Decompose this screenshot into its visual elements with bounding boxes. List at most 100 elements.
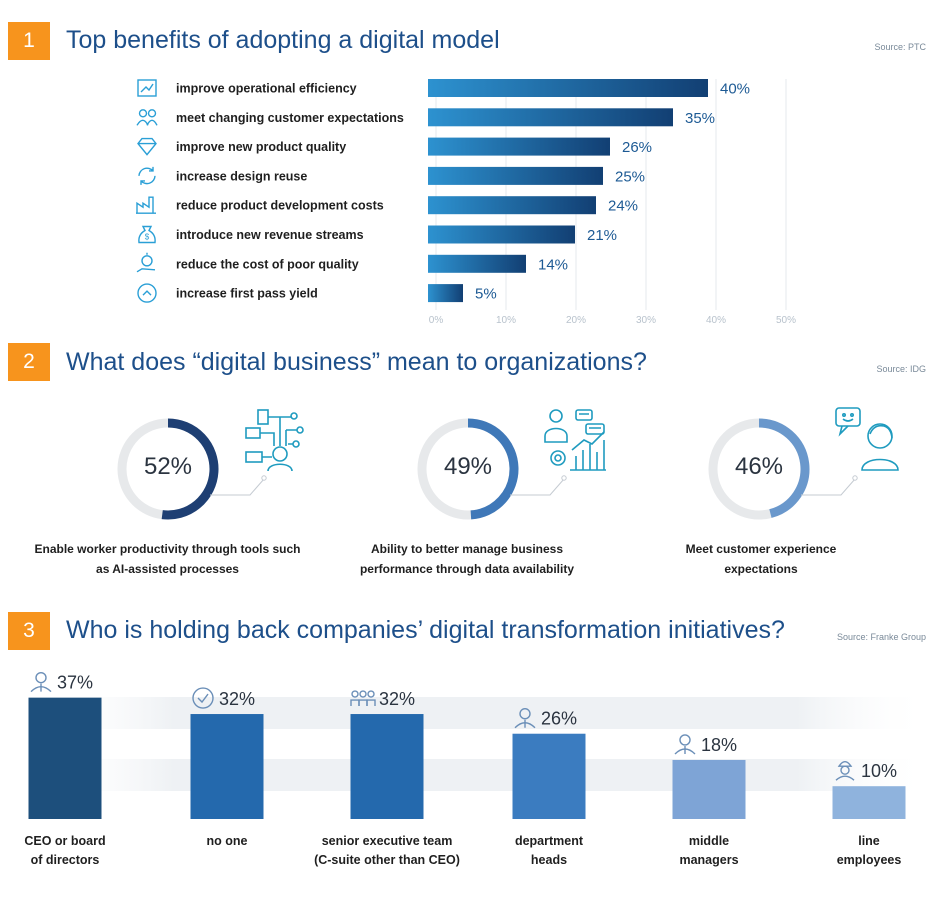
category-label: reduce the cost of poor quality: [176, 257, 359, 271]
section-3-title: Who is holding back companies’ digital t…: [66, 616, 785, 644]
x-tick-label: 20%: [566, 315, 586, 326]
bar: [190, 714, 264, 819]
bar: [350, 714, 424, 819]
diamond-icon: [137, 137, 157, 156]
people-icon: [136, 109, 158, 126]
category-label: CEO or board: [24, 834, 105, 848]
section-1-title: Top benefits of adopting a digital model: [66, 26, 500, 54]
bar: [832, 786, 906, 819]
chart-icon: [137, 79, 157, 97]
donut-3-caption: Meet customer experience expectations: [685, 542, 837, 576]
bar: [428, 254, 526, 273]
category-label: senior executive team: [322, 834, 453, 848]
category-label: reduce product development costs: [176, 199, 384, 213]
value-label: 32%: [219, 689, 255, 709]
hand-coin-icon: [136, 252, 156, 273]
digital-business-donuts: [117, 418, 858, 520]
x-tick-label: 0%: [429, 315, 444, 326]
value-label: 5%: [475, 286, 497, 303]
category-label: increase first pass yield: [176, 287, 318, 301]
value-label: 10%: [861, 761, 897, 781]
money-bag-icon: $: [138, 225, 156, 244]
donut-1-value: 52%: [143, 453, 193, 480]
x-tick-label: 10%: [496, 315, 516, 326]
analytics-person-icon: [542, 406, 608, 472]
value-label: 24%: [608, 198, 638, 215]
donut-3-value: 46%: [734, 453, 784, 480]
value-label: 37%: [57, 673, 93, 693]
bar: [428, 79, 708, 97]
value-label: 18%: [701, 735, 737, 755]
category-label: line: [858, 834, 880, 848]
check-circle-icon: [192, 687, 214, 709]
manager-icon: [514, 708, 536, 729]
svg-text:$: $: [145, 233, 150, 242]
value-label: 26%: [622, 139, 652, 156]
category-label: employees: [837, 853, 902, 867]
bar: [672, 759, 746, 819]
category-label: heads: [531, 853, 567, 867]
category-label: meet changing customer expectations: [176, 111, 404, 125]
donut-arc: [161, 418, 219, 520]
value-label: 40%: [720, 81, 750, 98]
bar: [428, 196, 596, 215]
donut-connector: [510, 478, 565, 496]
bar: [428, 225, 575, 244]
holding-back-bar-chart: 37% CEO or board of directors 32% no one 32% s…: [24, 671, 930, 867]
businessman-icon: [30, 671, 52, 693]
value-label: 32%: [379, 689, 415, 709]
bar: [512, 733, 586, 819]
bar: [428, 166, 603, 185]
background-band: [40, 759, 930, 791]
chevron-up-icon: [137, 283, 157, 303]
x-tick-label: 50%: [776, 315, 796, 326]
bar: [428, 137, 610, 156]
team-icon: [350, 690, 376, 707]
factory-icon: [136, 196, 156, 214]
background-band: [40, 697, 930, 729]
x-tick-label: 30%: [636, 315, 656, 326]
category-label: no one: [207, 834, 248, 848]
bar: [428, 108, 673, 127]
section-3-number: 3: [8, 612, 50, 650]
bar: [428, 284, 463, 303]
worker-icon: [835, 761, 855, 781]
bar: [28, 697, 102, 819]
category-label: introduce new revenue streams: [176, 228, 364, 242]
category-label: department: [515, 834, 584, 848]
category-label: managers: [679, 853, 738, 867]
value-label: 25%: [615, 168, 645, 185]
section-2-source: Source: IDG: [876, 364, 926, 374]
section-1-source: Source: PTC: [874, 42, 926, 52]
donut-connector-dot: [852, 475, 858, 481]
donut-connector-dot: [261, 475, 267, 481]
value-label: 26%: [541, 709, 577, 729]
donut-2-caption: Ability to better manage business perfor…: [359, 542, 575, 576]
category-label: improve new product quality: [176, 140, 346, 154]
customer-chat-icon: [834, 406, 900, 472]
value-label: 21%: [587, 227, 617, 244]
category-label: improve operational efficiency: [176, 82, 357, 96]
value-label: 35%: [685, 110, 715, 127]
donut-arc: [467, 418, 519, 520]
recycle-icon: [138, 166, 156, 185]
section-1-number: 1: [8, 22, 50, 60]
network-person-icon: [244, 408, 306, 472]
donut-connector-dot: [561, 475, 567, 481]
donut-connector: [210, 478, 265, 496]
category-label: (C-suite other than CEO): [314, 853, 460, 867]
section-2-number: 2: [8, 343, 50, 381]
category-label: increase design reuse: [176, 169, 307, 183]
donut-2-value: 49%: [443, 453, 493, 480]
value-label: 14%: [538, 256, 568, 273]
manager-icon: [674, 734, 696, 755]
benefits-bar-chart: 0% 10% 20% 30% 40% 50% improve operational eff…: [136, 79, 796, 326]
section-3-source: Source: Franke Group: [836, 632, 926, 642]
donut-connector: [801, 478, 856, 496]
donut-arc: [758, 418, 810, 518]
category-label: of directors: [31, 853, 100, 867]
x-tick-label: 40%: [706, 315, 726, 326]
donut-1-caption: Enable worker productivity through tools…: [34, 542, 301, 576]
category-label: middle: [689, 834, 729, 848]
section-2-title: What does “digital business” mean to org…: [66, 348, 647, 376]
